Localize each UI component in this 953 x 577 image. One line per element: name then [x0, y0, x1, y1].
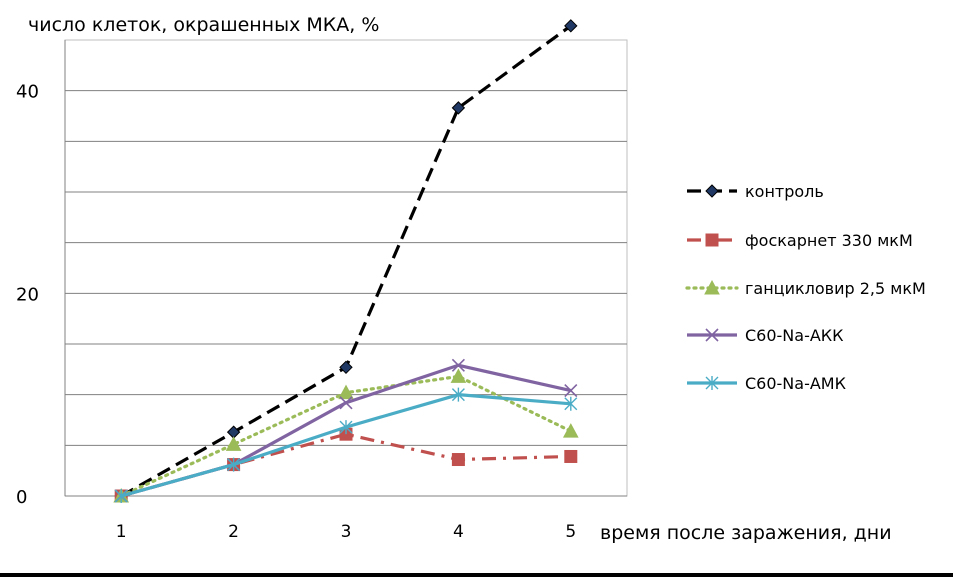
data-point [705, 184, 719, 198]
legend: контроль фоскарнет 330 мкМ ганцикловир 2,5… [685, 182, 926, 393]
data-point [338, 384, 354, 400]
plot-area [64, 39, 628, 497]
data-point [564, 396, 578, 411]
y-axis-label: число клеток, окрашенных МКА, % [28, 14, 379, 36]
data-point [562, 423, 579, 438]
x-tick-label: 3 [341, 522, 352, 542]
data-point [451, 101, 466, 115]
data-point [705, 328, 719, 342]
y-tick-labels: 0 20 40 [16, 82, 39, 508]
data-point [339, 396, 353, 410]
data-point [704, 279, 720, 295]
data-point [339, 360, 353, 375]
x-tick-label: 4 [453, 522, 464, 542]
data-point [705, 376, 719, 390]
legend-label: С60-Na-АКК [745, 326, 844, 345]
series-line [120, 432, 571, 498]
legend-label: С60-Na-АМК [745, 374, 847, 393]
x-tick-label: 5 [565, 522, 576, 542]
data-point [225, 436, 242, 451]
data-point [705, 233, 719, 247]
gridlines [64, 39, 628, 497]
legend-label: фоскарнет 330 мкМ [745, 231, 913, 250]
series-5 [114, 387, 578, 503]
x-tick-label: 2 [228, 522, 239, 542]
data-point [564, 449, 578, 463]
x-tick-label: 1 [116, 522, 127, 542]
legend-label: контроль [745, 182, 824, 201]
data-point [564, 384, 578, 398]
legend-item: С60-Na-АМК [687, 374, 847, 393]
axes [64, 40, 627, 497]
data-point [564, 19, 578, 33]
data-point [451, 358, 465, 372]
x-tick-labels: 1 2 3 4 5 [116, 522, 576, 542]
legend-item: ганцикловир 2,5 мкМ [685, 279, 926, 298]
data-point [227, 457, 241, 472]
data-point [451, 453, 465, 467]
y-tick-label: 0 [16, 487, 27, 508]
data-point [451, 387, 465, 402]
legend-item: контроль [687, 182, 824, 201]
legend-item: фоскарнет 330 мкМ [687, 231, 913, 250]
x-axis-label: время после заражения, дни [600, 522, 892, 544]
series-lines [113, 19, 579, 503]
data-point [339, 420, 353, 435]
data-point [450, 368, 467, 383]
y-tick-label: 40 [16, 82, 39, 103]
legend-item: С60-Na-АКК [687, 326, 844, 345]
y-tick-label: 20 [16, 284, 39, 305]
data-point [114, 489, 128, 503]
legend-label: ганцикловир 2,5 мкМ [745, 279, 926, 298]
